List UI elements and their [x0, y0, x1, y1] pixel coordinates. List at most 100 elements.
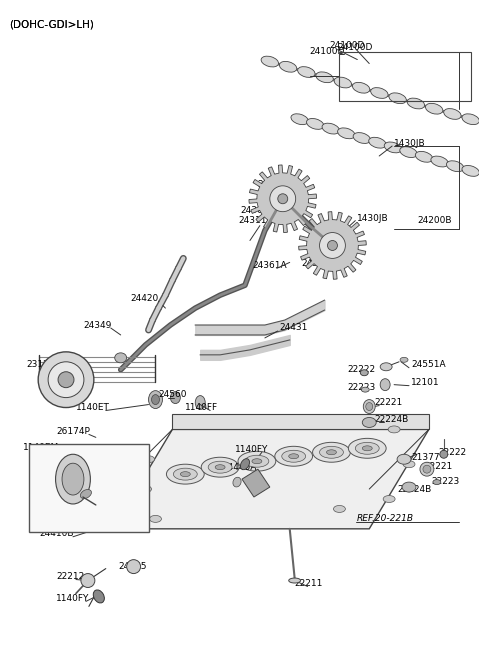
Text: 24431: 24431 [280, 324, 308, 333]
Text: 1140ET: 1140ET [76, 403, 110, 412]
Text: 1430JB: 1430JB [394, 139, 426, 147]
Ellipse shape [423, 465, 431, 473]
Ellipse shape [352, 83, 370, 93]
Ellipse shape [388, 426, 400, 433]
Ellipse shape [291, 114, 308, 124]
Ellipse shape [326, 450, 336, 455]
Ellipse shape [320, 446, 343, 458]
Ellipse shape [371, 88, 388, 98]
Ellipse shape [348, 438, 386, 458]
Ellipse shape [322, 123, 339, 134]
Text: REF.20-221B: REF.20-221B [356, 514, 413, 523]
Polygon shape [172, 415, 429, 430]
Text: 24349: 24349 [83, 320, 111, 329]
Ellipse shape [170, 392, 180, 403]
Ellipse shape [288, 454, 299, 458]
Ellipse shape [275, 446, 312, 466]
Ellipse shape [167, 464, 204, 484]
Text: 24440A: 24440A [222, 462, 256, 472]
Ellipse shape [279, 62, 297, 72]
Text: 24412E: 24412E [39, 491, 73, 500]
Ellipse shape [355, 442, 379, 455]
Polygon shape [249, 165, 316, 233]
Text: (DOHC-GDI>LH): (DOHC-GDI>LH) [9, 20, 94, 29]
Text: 24350D: 24350D [257, 180, 292, 189]
Ellipse shape [282, 450, 306, 462]
Text: 24420: 24420 [131, 293, 159, 303]
Polygon shape [242, 469, 270, 497]
Ellipse shape [180, 472, 190, 477]
Text: 24361A: 24361A [240, 206, 275, 215]
Ellipse shape [337, 128, 355, 139]
Ellipse shape [148, 390, 162, 409]
Text: 1140FY: 1140FY [56, 594, 89, 603]
Ellipse shape [173, 468, 197, 480]
Ellipse shape [431, 156, 448, 167]
Text: 24560: 24560 [158, 390, 187, 399]
Ellipse shape [195, 396, 205, 409]
Text: 12101: 12101 [411, 378, 440, 387]
Ellipse shape [415, 151, 432, 162]
Text: 22223: 22223 [348, 383, 376, 392]
Text: 1140EM: 1140EM [23, 443, 60, 452]
Text: 22223: 22223 [431, 477, 459, 485]
Ellipse shape [400, 147, 417, 158]
Ellipse shape [334, 506, 346, 512]
Ellipse shape [261, 56, 278, 67]
Text: 22222: 22222 [348, 365, 375, 374]
Circle shape [270, 186, 296, 212]
Ellipse shape [252, 458, 262, 464]
Ellipse shape [444, 109, 461, 119]
Circle shape [38, 352, 94, 407]
Circle shape [327, 240, 337, 250]
Ellipse shape [288, 578, 300, 583]
Text: 1430JB: 1430JB [357, 214, 389, 223]
Text: 24200B: 24200B [417, 216, 452, 225]
Ellipse shape [380, 379, 390, 390]
Ellipse shape [93, 590, 104, 603]
Ellipse shape [334, 77, 351, 88]
Ellipse shape [400, 358, 408, 362]
Text: 24100D: 24100D [310, 47, 345, 56]
Text: 22211: 22211 [295, 579, 323, 588]
Ellipse shape [433, 479, 441, 485]
Text: 21377: 21377 [411, 453, 440, 462]
Ellipse shape [380, 363, 392, 371]
Ellipse shape [152, 394, 159, 405]
Text: 22221: 22221 [374, 398, 402, 407]
Ellipse shape [245, 455, 269, 467]
Text: 24100D: 24100D [337, 43, 373, 52]
Text: 22222: 22222 [439, 448, 467, 457]
Text: (DOHC-GDI>LH): (DOHC-GDI>LH) [9, 20, 94, 29]
Ellipse shape [383, 496, 395, 502]
Ellipse shape [56, 455, 90, 504]
Ellipse shape [298, 67, 315, 77]
Circle shape [320, 233, 346, 259]
Text: 24370B: 24370B [301, 259, 336, 268]
Ellipse shape [407, 98, 425, 109]
Circle shape [58, 372, 74, 388]
Ellipse shape [80, 489, 91, 498]
Text: 22212: 22212 [56, 572, 84, 581]
Text: 22221: 22221 [424, 462, 452, 471]
Ellipse shape [353, 132, 371, 143]
Ellipse shape [397, 455, 411, 464]
Ellipse shape [115, 353, 127, 363]
Ellipse shape [440, 450, 448, 458]
Ellipse shape [363, 400, 375, 413]
Text: 24361A: 24361A [252, 261, 287, 270]
Bar [29, 444, 148, 532]
Circle shape [81, 574, 95, 588]
Ellipse shape [384, 142, 402, 153]
Ellipse shape [150, 515, 161, 523]
Ellipse shape [238, 451, 276, 471]
Ellipse shape [462, 114, 480, 124]
Ellipse shape [240, 458, 250, 470]
Polygon shape [113, 430, 429, 529]
Ellipse shape [312, 442, 350, 462]
Ellipse shape [402, 482, 416, 492]
Ellipse shape [360, 370, 368, 376]
Ellipse shape [462, 166, 480, 176]
Text: 22224B: 22224B [397, 485, 432, 494]
Text: 24311: 24311 [238, 216, 266, 225]
